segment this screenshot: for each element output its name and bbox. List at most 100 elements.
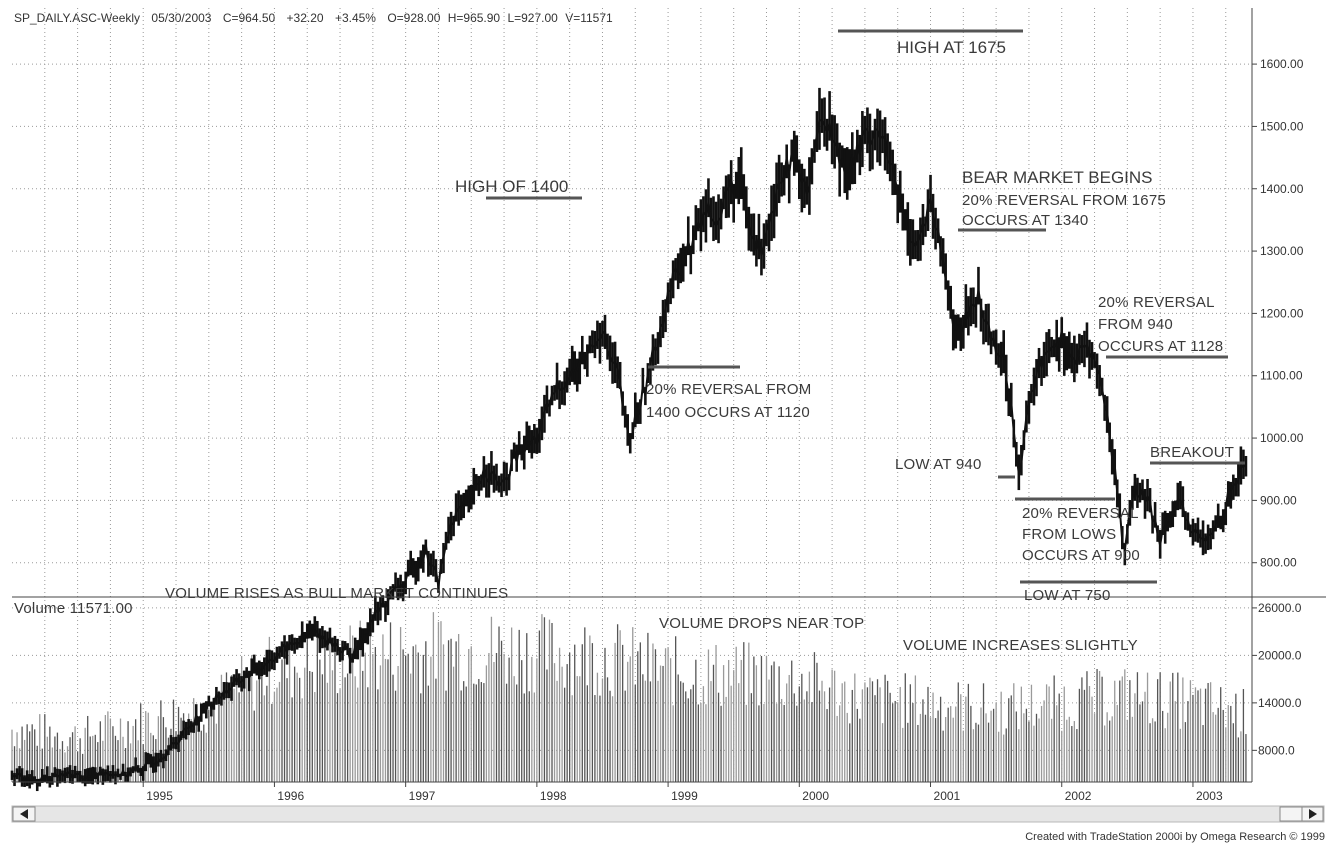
- annotation-reversal-1675: 20% REVERSAL FROM 1675: [962, 192, 1166, 209]
- annotation-high-1675: HIGH AT 1675: [897, 38, 1006, 57]
- header-volume: V=11571: [565, 11, 613, 25]
- price-tick-label: 1300.00: [1260, 244, 1304, 258]
- header-high: H=965.90: [448, 11, 501, 25]
- price-connector: [126, 775, 129, 777]
- price-tick-label: 1000.00: [1260, 431, 1304, 445]
- annotation-occurs-1128: OCCURS AT 1128: [1098, 338, 1223, 355]
- price-connector: [113, 775, 116, 776]
- price-connector: [83, 779, 86, 780]
- price-connector: [779, 182, 782, 183]
- price-tick-label: 1600.00: [1260, 57, 1304, 71]
- price-connector: [68, 772, 71, 774]
- price-tick-label: 800.00: [1260, 556, 1297, 570]
- annotation-reversal-lows-b: FROM LOWS: [1022, 526, 1116, 543]
- price-connector: [173, 743, 176, 744]
- footer-credit: Created with TradeStation 2000i by Omega…: [1025, 831, 1325, 843]
- x-tick-label: 2002: [1065, 789, 1092, 803]
- price-connector: [176, 743, 179, 744]
- x-tick-label: 1997: [409, 789, 436, 803]
- annotation-occurs-1120: 1400 OCCURS AT 1120: [646, 404, 810, 421]
- header-open: O=928.00: [387, 11, 440, 25]
- price-connector: [1211, 533, 1214, 534]
- price-connector: [257, 670, 260, 671]
- scrollbar-track[interactable]: [12, 806, 1324, 822]
- price-connector: [958, 325, 961, 326]
- price-connector: [32, 778, 35, 779]
- price-connector: [459, 506, 462, 508]
- price-connector: [1178, 499, 1181, 500]
- header-change-pct: +3.45%: [335, 11, 376, 25]
- price-connector: [890, 164, 893, 165]
- header-date: 05/30/2003: [151, 11, 211, 25]
- price-tick-label: 900.00: [1260, 493, 1297, 507]
- price-connector: [562, 388, 565, 389]
- header-change: +32.20: [287, 11, 324, 25]
- price-connector: [1208, 534, 1211, 535]
- price-connector: [845, 172, 848, 173]
- price-connector: [184, 728, 187, 729]
- horizontal-scrollbar[interactable]: [12, 806, 1324, 822]
- price-connector: [350, 658, 353, 660]
- annotation-volume-increases: VOLUME INCREASES SLIGHTLY: [903, 637, 1138, 654]
- annotation-reversal-940-b: FROM 940: [1098, 316, 1173, 333]
- price-connector: [572, 370, 575, 371]
- volume-tick-label: 8000.0: [1258, 743, 1295, 757]
- header-low: L=927.00: [507, 11, 558, 25]
- price-connector: [131, 770, 134, 771]
- annotation-bear-market: BEAR MARKET BEGINS: [962, 168, 1153, 187]
- x-tick-label: 1996: [277, 789, 304, 803]
- price-connector: [88, 776, 91, 777]
- header-close: C=964.50: [223, 11, 276, 25]
- price-tick-label: 1500.00: [1260, 119, 1304, 133]
- x-tick-label: 2003: [1196, 789, 1223, 803]
- annotation-volume-rises: VOLUME RISES AS BULL MARKET CONTINUES: [165, 585, 508, 602]
- volume-label: Volume 11571.00: [14, 600, 133, 617]
- price-tick-label: 1100.00: [1260, 369, 1303, 383]
- price-connector: [597, 339, 600, 340]
- price-tick-label: 1400.00: [1260, 182, 1304, 196]
- price-tick-label: 1200.00: [1260, 306, 1304, 320]
- x-tick-label: 1998: [540, 789, 567, 803]
- x-tick-label: 2001: [934, 789, 961, 803]
- price-connector: [312, 629, 315, 630]
- annotation-reversal-940-a: 20% REVERSAL: [1098, 294, 1215, 311]
- price-connector: [57, 775, 60, 777]
- price-connector: [105, 772, 108, 773]
- annotation-high-1400: HIGH OF 1400: [455, 177, 568, 196]
- header-quote: SP_DAILY.ASC-Weekly 05/30/2003 C=964.50 …: [14, 11, 613, 25]
- volume-tick-label: 26000.0: [1258, 601, 1302, 615]
- price-connector: [163, 757, 166, 758]
- price-connector: [794, 161, 797, 162]
- price-connector: [819, 120, 822, 121]
- annotation-low-750: LOW AT 750: [1024, 587, 1111, 604]
- annotation-low-940: LOW AT 940: [895, 456, 982, 473]
- price-connector: [141, 771, 144, 772]
- price-connector: [297, 642, 300, 643]
- price-connector: [1047, 351, 1050, 352]
- annotation-occurs-1340: OCCURS AT 1340: [962, 212, 1088, 229]
- header-symbol: SP_DAILY.ASC-Weekly: [14, 11, 140, 25]
- price-connector: [269, 660, 272, 661]
- annotation-breakout: BREAKOUT: [1150, 444, 1234, 461]
- price-connector: [464, 499, 467, 500]
- price-connector: [239, 681, 242, 683]
- annotation-occurs-900: OCCURS AT 900: [1022, 547, 1140, 564]
- price-connector: [984, 320, 987, 322]
- x-tick-label: 2000: [802, 789, 829, 803]
- annotation-reversal-lows-a: 20% REVERSAL: [1022, 505, 1139, 522]
- price-connector: [264, 664, 267, 666]
- price-connector: [315, 630, 318, 632]
- price-connector: [90, 776, 93, 777]
- price-connector: [1031, 390, 1034, 391]
- price-connector: [156, 762, 159, 763]
- price-connector: [1168, 518, 1171, 520]
- volume-tick-label: 20000.0: [1258, 648, 1302, 662]
- price-connector: [560, 389, 563, 391]
- price-connector: [307, 634, 310, 635]
- x-tick-label: 1995: [146, 789, 173, 803]
- annotation-volume-drops: VOLUME DROPS NEAR TOP: [659, 615, 864, 632]
- volume-tick-label: 14000.0: [1258, 696, 1302, 710]
- scrollbar-thumb[interactable]: [1280, 807, 1302, 821]
